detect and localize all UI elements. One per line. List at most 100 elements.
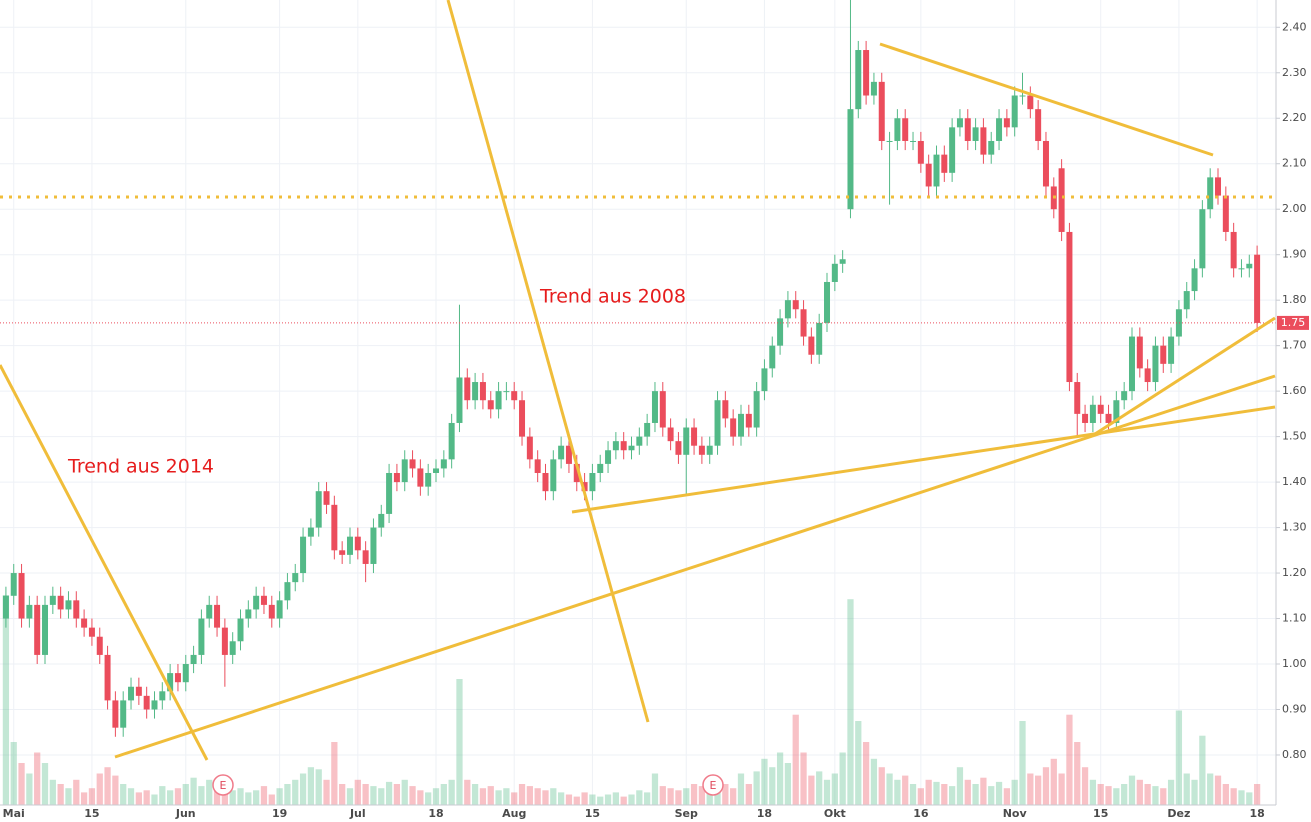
- volume-bar: [1058, 773, 1065, 805]
- candle-body: [964, 118, 971, 141]
- candle-body: [151, 700, 158, 710]
- candle-body: [370, 527, 377, 564]
- volume-bar: [737, 773, 745, 805]
- volume-bar: [1074, 742, 1081, 805]
- volume-bar: [902, 775, 909, 805]
- candle-body: [503, 391, 510, 393]
- y-tick-label: 2.30: [1282, 66, 1307, 79]
- volume-bar: [143, 790, 150, 805]
- grid-layer: [0, 0, 1276, 805]
- volume-bar: [331, 742, 338, 805]
- volume-bar: [80, 792, 88, 805]
- volume-bar: [440, 784, 447, 805]
- volume-bar: [1214, 775, 1222, 805]
- volume-bar: [659, 786, 666, 805]
- candle-body: [26, 604, 33, 619]
- candle-body: [315, 491, 322, 528]
- volume-bar: [448, 779, 455, 805]
- volume-bar: [393, 784, 401, 805]
- volume-bar: [487, 786, 494, 805]
- volume-bar: [221, 792, 228, 805]
- y-tick-label: 1.60: [1282, 384, 1307, 397]
- candle-body: [722, 400, 729, 419]
- volume-bar: [1128, 775, 1136, 805]
- candle-body: [1230, 231, 1237, 269]
- volume-layer: [2, 595, 1261, 805]
- volume-bar: [1019, 721, 1026, 805]
- candle-body: [589, 472, 596, 492]
- candle-body: [620, 441, 627, 451]
- candle-body: [550, 459, 557, 492]
- candle-body: [1019, 95, 1026, 97]
- candle-body: [933, 154, 940, 187]
- volume-bar: [307, 767, 315, 805]
- candle-body: [839, 259, 846, 264]
- candle-body: [472, 382, 479, 401]
- volume-bar: [401, 779, 408, 805]
- volume-bar: [1035, 775, 1042, 805]
- event-label[interactable]: E: [710, 779, 717, 792]
- candle-body: [894, 118, 901, 141]
- candle-body: [824, 281, 831, 323]
- candle-body: [198, 618, 205, 655]
- candle-body: [1027, 95, 1034, 110]
- volume-bar: [120, 784, 127, 805]
- volume-bar: [503, 788, 510, 805]
- volume-bar: [198, 786, 205, 805]
- volume-bar: [385, 781, 393, 805]
- event-marker[interactable]: [212, 774, 234, 796]
- volume-bar: [956, 767, 964, 805]
- candle-body: [214, 604, 221, 628]
- volume-bar: [581, 792, 588, 805]
- candle-body: [425, 472, 432, 487]
- candle-body: [495, 391, 502, 410]
- x-tick-label: 16: [913, 807, 929, 820]
- volume-bar: [292, 779, 299, 805]
- volume-bar: [167, 790, 174, 805]
- candle-body: [714, 400, 721, 446]
- candle-body: [855, 50, 862, 110]
- candle-body: [143, 695, 150, 710]
- candle-body: [433, 468, 440, 473]
- volume-bar: [518, 784, 526, 805]
- candle-body: [1074, 382, 1081, 414]
- candle-body: [1191, 268, 1198, 292]
- x-tick-label: Mai: [3, 807, 25, 820]
- volume-bar: [409, 786, 416, 805]
- candle-body: [886, 140, 893, 142]
- candle-body: [534, 459, 541, 473]
- volume-bar: [1253, 784, 1261, 805]
- candle-body: [1183, 291, 1190, 310]
- volume-bar: [354, 779, 361, 805]
- volume-bar: [1191, 779, 1198, 805]
- candle-body: [393, 472, 400, 483]
- candle-body: [996, 118, 1003, 141]
- candle-body: [128, 686, 135, 701]
- volume-bar: [573, 796, 580, 805]
- candle-body: [10, 573, 17, 596]
- volume-bar: [644, 792, 651, 805]
- volume-bar: [112, 775, 119, 805]
- event-label[interactable]: E: [220, 779, 227, 792]
- candle-body: [1105, 413, 1112, 423]
- candle-body: [519, 400, 526, 437]
- volume-bar: [878, 767, 885, 805]
- candle-body: [354, 536, 361, 551]
- candle-body: [878, 81, 885, 141]
- x-tick-label: 18: [428, 807, 443, 820]
- volume-bar: [816, 771, 823, 805]
- volume-bar: [1167, 779, 1175, 805]
- candle-body: [440, 459, 447, 469]
- volume-bar: [346, 788, 354, 805]
- trend-line: [571, 405, 1276, 514]
- volume-bar: [417, 790, 424, 805]
- volume-bar: [370, 786, 377, 805]
- candle-body: [644, 422, 651, 437]
- volume-bar: [284, 784, 291, 805]
- trend-line: [114, 374, 1276, 759]
- event-marker[interactable]: [702, 774, 724, 796]
- candle-body: [675, 441, 682, 455]
- y-tick-label: 1.40: [1282, 475, 1307, 488]
- candle-body: [980, 127, 987, 155]
- volume-bar: [159, 786, 166, 805]
